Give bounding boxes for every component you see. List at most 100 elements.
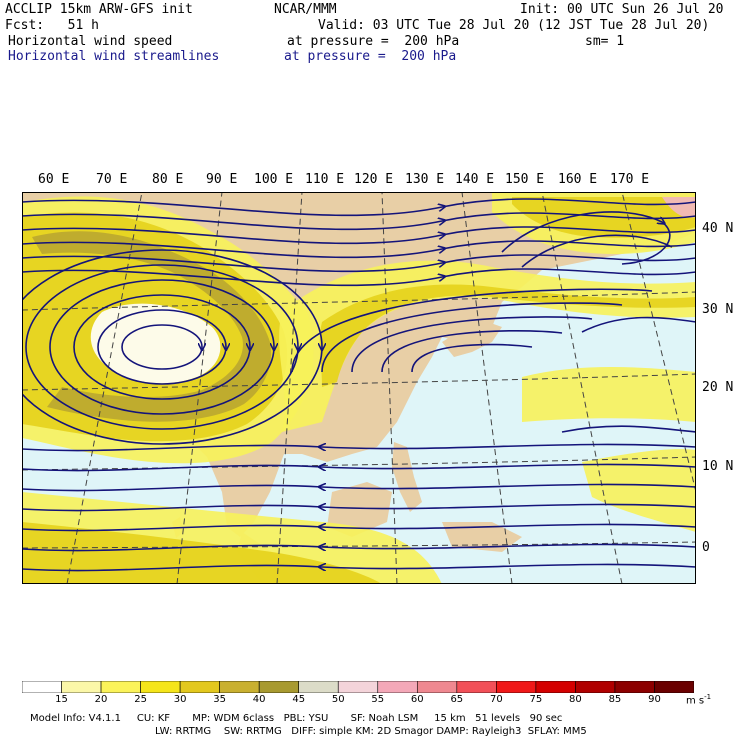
streamline: [22, 268, 696, 287]
colorbar-swatch: [219, 681, 260, 693]
longitude-label: 150 E: [505, 172, 545, 187]
graticule-line: [621, 192, 696, 493]
colorbar-label: 65: [450, 694, 464, 705]
model-info-line2: LW: RRTMG SW: RRTMG DIFF: simple KM: 2D …: [155, 726, 587, 737]
colorbar-label: 15: [55, 694, 68, 705]
streamline: [22, 504, 696, 512]
streamline: [521, 234, 673, 268]
longitude-label: 120 E: [354, 172, 394, 187]
streamline: [22, 254, 696, 273]
colorbar-label: 45: [292, 694, 306, 705]
streamline: [561, 425, 696, 433]
latitude-label: 10 N: [702, 459, 734, 474]
colorbar-swatch: [140, 681, 181, 693]
smoothing-label: sm= 1: [585, 34, 625, 49]
colorbar-swatch: [377, 681, 418, 693]
streamline: [22, 464, 696, 472]
colorbar-label: 35: [213, 694, 227, 705]
streamline: [22, 444, 696, 452]
colorbar-label: 55: [371, 694, 385, 705]
latitude-label: 0: [702, 540, 710, 555]
streamline: [22, 484, 696, 492]
colorbar-unit: m s-1: [686, 693, 712, 707]
landmass-philippines: [392, 442, 422, 512]
colorbar-swatch: [337, 681, 379, 693]
colorbar: [22, 681, 694, 693]
streamline: [321, 302, 623, 373]
colorbar-label: 30: [173, 694, 187, 705]
longitude-label: 160 E: [558, 172, 598, 187]
colorbar-label: 50: [331, 694, 345, 705]
streamline: [22, 212, 696, 231]
latitude-label: 40 N: [702, 221, 734, 236]
colorbar-label: 40: [252, 694, 266, 705]
colorbar-swatch: [61, 681, 102, 693]
longitude-label: 110 E: [305, 172, 345, 187]
streamline: [22, 240, 696, 259]
jet-pacific-band: [522, 367, 696, 422]
graticule-line: [276, 192, 303, 584]
run-title: ACCLIP 15km ARW-GFS init: [5, 2, 193, 17]
streamline: [22, 198, 696, 217]
colorbar-label: 75: [529, 694, 543, 705]
streamline: [22, 524, 696, 532]
colorbar-swatch: [416, 681, 458, 693]
longitude-label: 70 E: [96, 172, 128, 187]
streamline: [22, 226, 696, 245]
streamline: [22, 564, 696, 572]
streamline: [501, 211, 671, 265]
forecast-hour: Fcst: 51 h: [5, 18, 99, 33]
streamline: [22, 249, 322, 445]
model-info-line1: Model Info: V4.1.1 CU: KF MP: WDM 6class…: [30, 713, 563, 724]
valid-time: Valid: 03 UTC Tue 28 Jul 20 (12 JST Tue …: [318, 18, 710, 33]
longitude-label: 140 E: [455, 172, 495, 187]
colorbar-swatch: [614, 681, 655, 693]
streamline: [49, 279, 274, 415]
org-label: NCAR/MMM: [274, 2, 337, 17]
colorbar-label: 20: [94, 694, 108, 705]
colorbar-label: 85: [608, 694, 622, 705]
longitude-label: 90 E: [206, 172, 238, 187]
colorbar-swatch: [575, 681, 616, 693]
jet-southeast: [582, 449, 696, 532]
graticule-line: [176, 192, 223, 584]
colorbar-label: 90: [648, 694, 661, 705]
field2-name: Horizontal wind streamlines: [8, 49, 220, 64]
streamline: [97, 309, 226, 385]
colorbar-label: 25: [134, 694, 147, 705]
colorbar-label: 60: [410, 694, 424, 705]
init-time: Init: 00 UTC Sun 26 Jul 20: [520, 2, 724, 17]
streamline: [291, 288, 653, 373]
landmass-borneo: [327, 482, 392, 537]
colorbar-swatch: [22, 681, 62, 693]
colorbar-swatch: [535, 681, 576, 693]
colorbar-swatch: [258, 681, 300, 693]
longitude-label: 80 E: [152, 172, 184, 187]
latitude-label: 20 N: [702, 380, 734, 395]
latitude-label: 30 N: [702, 302, 734, 317]
graticule-line: [461, 192, 513, 584]
colorbar-label: 80: [569, 694, 582, 705]
field2-level: at pressure = 200 hPa: [284, 49, 457, 64]
streamline: [121, 324, 202, 370]
field1-name: Horizontal wind speed: [8, 34, 173, 49]
longitude-label: 100 E: [254, 172, 294, 187]
streamlines: [22, 198, 696, 572]
field1-level: at pressure = 200 hPa: [287, 34, 460, 49]
streamline: [351, 316, 593, 373]
longitude-label: 170 E: [610, 172, 650, 187]
colorbar-swatch: [496, 681, 537, 693]
colorbar-label: 70: [489, 694, 503, 705]
longitude-label: 60 E: [38, 172, 70, 187]
jet-tropical-core: [22, 522, 382, 584]
colorbar-swatch: [100, 681, 141, 693]
longitude-label: 130 E: [405, 172, 445, 187]
jet-west-core: [32, 231, 272, 422]
streamline: [381, 330, 563, 373]
colorbar-swatch: [456, 681, 497, 693]
graticule-line: [381, 192, 398, 584]
streamline: [25, 264, 298, 430]
colorbar-swatch: [298, 681, 339, 693]
graticule-line: [541, 192, 623, 584]
streamline: [411, 343, 533, 373]
